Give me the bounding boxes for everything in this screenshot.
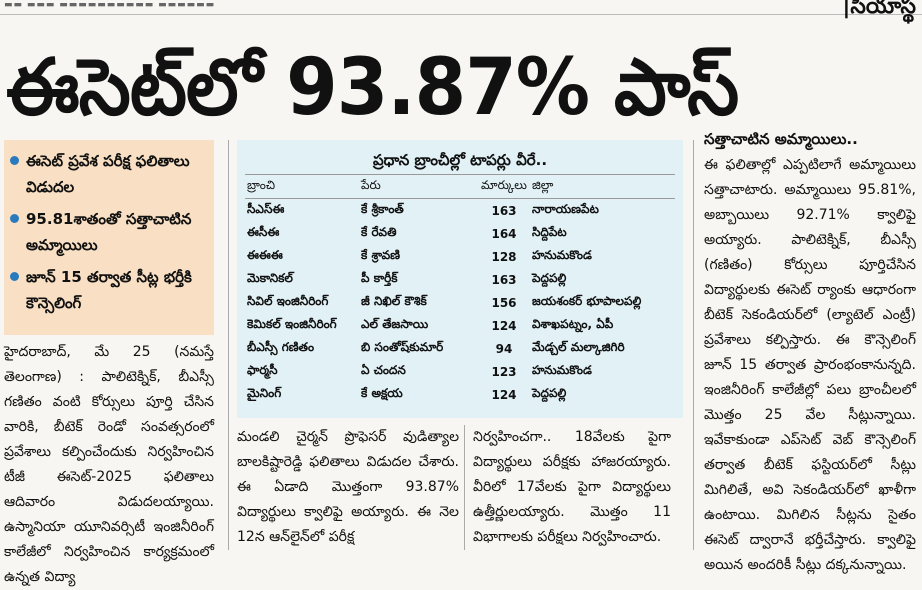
cell-name: కే శ్రావణి (361, 248, 401, 262)
cell-marks: 124 (491, 387, 517, 402)
masthead-strip: ▬▬ ▬▬▬ ▬▬▬▬▬▬▬▬▬▬ ▬▬▬▬▬▬ |సియాస్థ (0, 0, 922, 19)
cell-marks: 128 (491, 249, 517, 264)
highlight-text: 95.81శాతంతో సత్తాచాటిన అమ్మాయిలు (26, 210, 192, 254)
edition-label: |సియాస్థ (842, 0, 916, 19)
cell-branch: సీఎస్ఈ (247, 202, 285, 216)
cell-branch: ఈసీఈ (247, 225, 280, 239)
article-column-2: మండలి చైర్మన్ ప్రొఫెసర్ వుడిత్యాల బాలకిష… (237, 429, 459, 545)
highlight-item: జూన్ 15 తర్వాత సీట్ల భర్తీకి కౌన్సెలింగ్ (10, 264, 208, 316)
cell-district: సిద్దిపేట (532, 225, 567, 239)
bullet-icon (10, 214, 19, 223)
header-marks: మార్కులు (478, 175, 530, 199)
toppers-table: బ్రాంచి పేరు మార్కులు జిల్లా సీఎస్ఈ కే శ… (245, 175, 675, 406)
cell-district: జయశంకర్ భూపాలపల్లి (532, 294, 642, 308)
bullet-icon (10, 272, 19, 281)
article-column-3: నిర్వహించగా.. 18వేలకు పైగా విద్యార్థులు … (473, 429, 671, 545)
header-branch: బ్రాంచి (245, 175, 359, 199)
cell-name: పీ కార్తీక్ (361, 271, 398, 285)
highlight-text: ఈసెట్ ప్రవేశ పరీక్ష ఫలితాలు విడుదల (26, 152, 190, 196)
cell-district: పెద్దపల్లి (532, 386, 567, 400)
table-row: మెకానికల్ పీ కార్తీక్ 163 పెద్దపల్లి (245, 268, 675, 291)
article-column-1: హైదరాబాద్, మే 25 (నమస్తే తెలంగాణ) : పాలి… (4, 344, 214, 585)
header-name: పేరు (359, 175, 478, 199)
cell-branch: ఈఈఈ (247, 248, 283, 262)
highlights-box: ఈసెట్ ప్రవేశ పరీక్ష ఫలితాలు విడుదల 95.81… (4, 140, 214, 335)
header-district: జిల్లా (530, 175, 675, 199)
cell-marks: 123 (491, 364, 517, 379)
cell-district: మేడ్చల్ మల్కాజిగిరి (532, 340, 625, 354)
cell-name: ఏ చందన (361, 363, 406, 377)
bullet-icon (10, 156, 19, 165)
cell-name: ఎల్ తేజసాయి (361, 317, 429, 331)
toppers-box: ప్రధాన బ్రాంచీల్లో టాపర్లు వీరే.. బ్రాంచ… (237, 140, 683, 418)
cell-district: నారాయణపేట (532, 202, 599, 216)
cell-branch: ఫార్మసీ (247, 363, 278, 377)
highlight-text: జూన్ 15 తర్వాత సీట్ల భర్తీకి కౌన్సెలింగ్ (26, 268, 192, 312)
headline: ఈసెట్‌లో 93.87% పాస్ (6, 43, 739, 133)
table-row: ఈఈఈ కే శ్రావణి 128 హనుమకొండ (245, 245, 675, 268)
table-row: సివిల్ ఇంజినీరింగ్ జీ నిఖిల్ కౌశిక్ 156 … (245, 291, 675, 314)
cell-name: కే రేవతి (361, 225, 397, 239)
table-row: ఈసీఈ కే రేవతి 164 సిద్దిపేట (245, 222, 675, 245)
toppers-title: ప్రధాన బ్రాంచీల్లో టాపర్లు వీరే.. (245, 146, 675, 175)
cell-branch: కెమికల్ ఇంజినీరింగ్ (247, 317, 337, 331)
table-row: కెమికల్ ఇంజినీరింగ్ ఎల్ తేజసాయి 124 విశా… (245, 314, 675, 337)
cell-district: హనుమకొండ (532, 248, 592, 262)
table-row: ఫార్మసీ ఏ చందన 123 హనుమకొండ (245, 360, 675, 383)
cell-name: కే అక్షయ (361, 386, 403, 400)
cell-district: హనుమకొండ (532, 363, 592, 377)
cell-marks: 164 (491, 226, 517, 241)
table-row: సీఎస్ఈ కే శ్రీకాంత్ 163 నారాయణపేట (245, 199, 675, 223)
highlight-item: 95.81శాతంతో సత్తాచాటిన అమ్మాయిలు (10, 206, 208, 258)
table-row: బీఎస్సీ గణితం బి సంతోష్‌కుమార్ 94 మేడ్చల… (245, 337, 675, 360)
cell-marks: 156 (491, 295, 517, 310)
cell-branch: మైనింగ్ (247, 386, 282, 400)
cell-district: విశాఖపట్నం, ఏపీ (532, 317, 614, 331)
cell-name: జీ నిఖిల్ కౌశిక్ (361, 294, 427, 308)
cell-marks: 163 (491, 203, 517, 218)
cell-district: పెద్దపల్లి (532, 271, 567, 285)
cell-branch: మెకానికల్ (247, 271, 293, 285)
cell-branch: బీఎస్సీ గణితం (247, 340, 315, 354)
cell-name: కే శ్రీకాంత్ (361, 202, 404, 216)
table-row: మైనింగ్ కే అక్షయ 124 పెద్దపల్లి (245, 383, 675, 406)
column-divider (228, 140, 229, 550)
cell-branch: సివిల్ ఇంజినీరింగ్ (247, 294, 329, 308)
cell-marks: 94 (495, 341, 513, 356)
column-divider (464, 425, 465, 550)
article-column-4: ఈ ఫలితాల్లో ఎప్పటిలాగే అమ్మాయిలు సత్తాచా… (704, 157, 916, 573)
toppers-header-row: బ్రాంచి పేరు మార్కులు జిల్లా (245, 175, 675, 199)
section-subhead: సత్తాచాటిన అమ్మాయిలు.. (704, 130, 858, 148)
cell-name: బి సంతోష్‌కుమార్ (361, 340, 444, 354)
cell-marks: 124 (491, 318, 517, 333)
column-divider (693, 140, 694, 550)
dateline: ▬▬ ▬▬▬ ▬▬▬▬▬▬▬▬▬▬ ▬▬▬▬▬▬ (4, 0, 216, 10)
highlight-item: ఈసెట్ ప్రవేశ పరీక్ష ఫలితాలు విడుదల (10, 148, 208, 200)
cell-marks: 163 (491, 272, 517, 287)
